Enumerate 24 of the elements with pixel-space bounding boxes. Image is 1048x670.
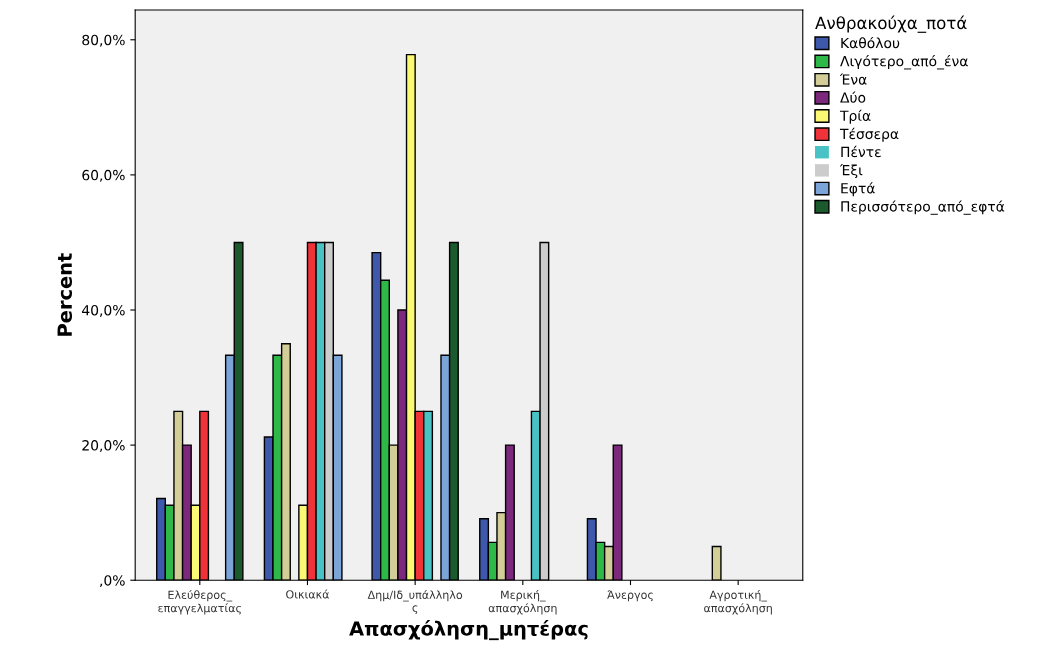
y-axis-title: Percent xyxy=(57,253,73,336)
x-tick-label: Δημ/Ιδ_υπάλληλο ς xyxy=(367,589,463,614)
x-axis-title: Απασχόληση_μητέρας xyxy=(349,620,588,641)
y-tick-label: 80,0% xyxy=(82,34,125,47)
legend-label: Τέσσερα xyxy=(839,127,899,142)
y-tick-label: 60,0% xyxy=(82,169,125,182)
x-tick-label: Αγροτική_ απασχόληση xyxy=(704,589,772,615)
x-tick-label: Άνεργος xyxy=(607,589,653,602)
legend-label: Ένα xyxy=(839,73,867,85)
legend-label: Εφτά xyxy=(841,182,875,197)
legend-label: Τρία xyxy=(839,109,871,124)
legend-label: Πέντε xyxy=(841,145,881,158)
legend-title: Ανθρακούχα_ποτά xyxy=(815,15,967,33)
legend-label: Έξι xyxy=(839,164,863,179)
x-tick-label: Οικιακά xyxy=(286,589,329,599)
legend-label: Καθόλου xyxy=(841,36,900,49)
y-tick-label: 40,0% xyxy=(82,304,125,317)
legend-label: Περισσότερο_από_εφτά xyxy=(841,200,1005,215)
y-tick-label: 20,0% xyxy=(82,440,125,452)
legend-label: Λιγότερο_από_ένα xyxy=(840,55,968,70)
x-tick-label: Μερική_ απασχόληση xyxy=(488,589,557,615)
x-tick-label: Ελεύθερος_ επαγγελματίας xyxy=(158,589,241,615)
legend-label: Δύο xyxy=(840,91,866,103)
y-tick-label: ,0% xyxy=(100,575,125,588)
